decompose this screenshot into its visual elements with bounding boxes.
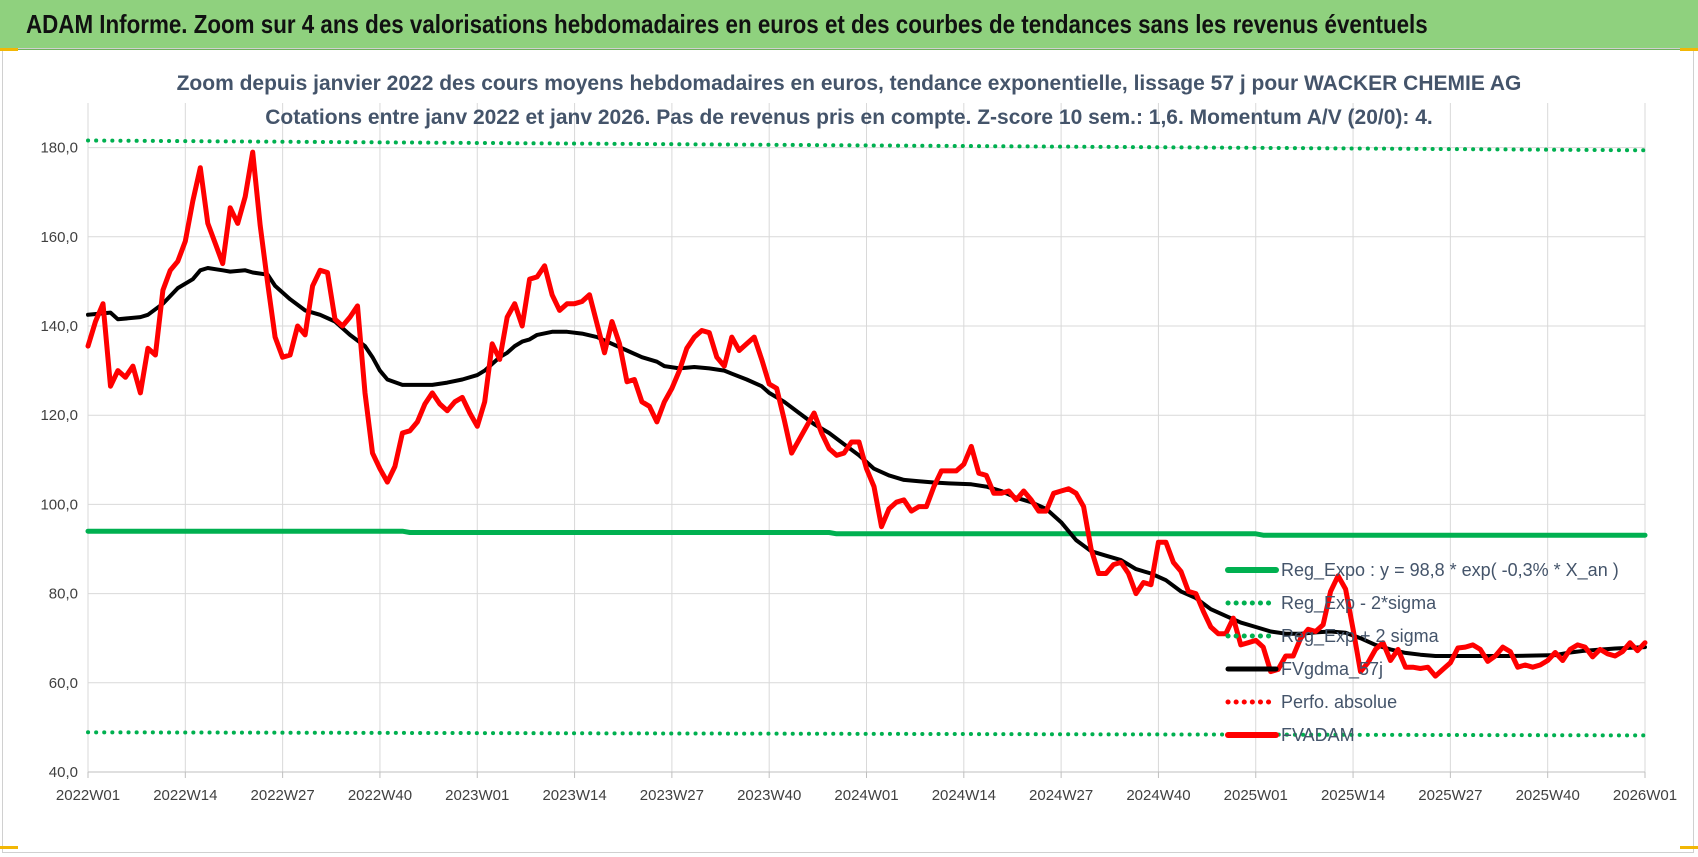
x-tick-label: 2024W14 — [932, 787, 996, 804]
series-line-0 — [85, 528, 1648, 538]
x-tick-label: 2025W40 — [1516, 787, 1580, 804]
legend: Reg_Expo : y = 98,8 * exp( -0,3% * X_an … — [1225, 560, 1619, 745]
chart-title-line2: Cotations entre janv 2022 et janv 2026. … — [265, 106, 1433, 129]
x-tick-label: 2022W27 — [251, 787, 315, 804]
x-tick-label: 2025W27 — [1418, 787, 1482, 804]
series-line-5 — [85, 149, 1648, 679]
x-tick-label: 2024W01 — [834, 787, 898, 804]
y-tick-label: 120,0 — [40, 407, 78, 424]
series-line-2 — [86, 138, 1647, 153]
y-tick-label: 140,0 — [40, 318, 78, 335]
series-layer — [85, 138, 1648, 738]
legend-label: Reg_Exp + 2 sigma — [1281, 626, 1440, 647]
corner-mark-bottom-right — [1680, 846, 1698, 849]
grid — [87, 103, 1646, 778]
legend-label: FVgdma_57j — [1281, 659, 1383, 680]
corner-mark-left — [0, 48, 18, 51]
corner-mark-bottom-left — [0, 846, 18, 849]
y-tick-label: 100,0 — [40, 496, 78, 513]
legend-label: Perfo. absolue — [1281, 692, 1397, 712]
x-tick-label: 2024W40 — [1126, 787, 1190, 804]
x-tick-label: 2022W40 — [348, 787, 412, 804]
y-axis-ticks: 40,0 60,0 80,0 100,0 120,0 140,0 160,0 180,0 — [40, 140, 78, 781]
legend-label: Reg_Exp - 2*sigma — [1281, 593, 1437, 614]
x-tick-label: 2022W14 — [153, 787, 217, 804]
series-line-1 — [86, 730, 1647, 738]
legend-label: Reg_Expo : y = 98,8 * exp( -0,3% * X_an … — [1281, 560, 1619, 581]
banner-title: ADAM Informe. Zoom sur 4 ans des valoris… — [26, 9, 1428, 39]
chart-title-line1: Zoom depuis janvier 2022 des cours moyen… — [177, 72, 1522, 95]
x-tick-label: 2023W40 — [737, 787, 801, 804]
y-tick-label: 60,0 — [49, 675, 78, 692]
x-axis-ticks: 2022W01 2022W14 2022W27 2022W40 2023W01 2023W… — [56, 787, 1677, 804]
x-tick-label: 2025W01 — [1224, 787, 1288, 804]
x-tick-label: 2023W01 — [445, 787, 509, 804]
y-tick-label: 160,0 — [40, 229, 78, 246]
y-tick-label: 80,0 — [49, 586, 78, 603]
x-tick-label: 2023W27 — [640, 787, 704, 804]
x-tick-label: 2023W14 — [542, 787, 606, 804]
banner: ADAM Informe. Zoom sur 4 ans des valoris… — [0, 0, 1698, 50]
y-tick-label: 40,0 — [49, 764, 78, 781]
x-tick-label: 2022W01 — [56, 787, 120, 804]
corner-mark-right — [1680, 48, 1698, 51]
x-tick-label: 2026W01 — [1613, 787, 1677, 804]
y-tick-label: 180,0 — [40, 140, 78, 157]
legend-label: FVADAM — [1281, 725, 1355, 745]
x-tick-label: 2024W27 — [1029, 787, 1093, 804]
x-tick-label: 2025W14 — [1321, 787, 1385, 804]
